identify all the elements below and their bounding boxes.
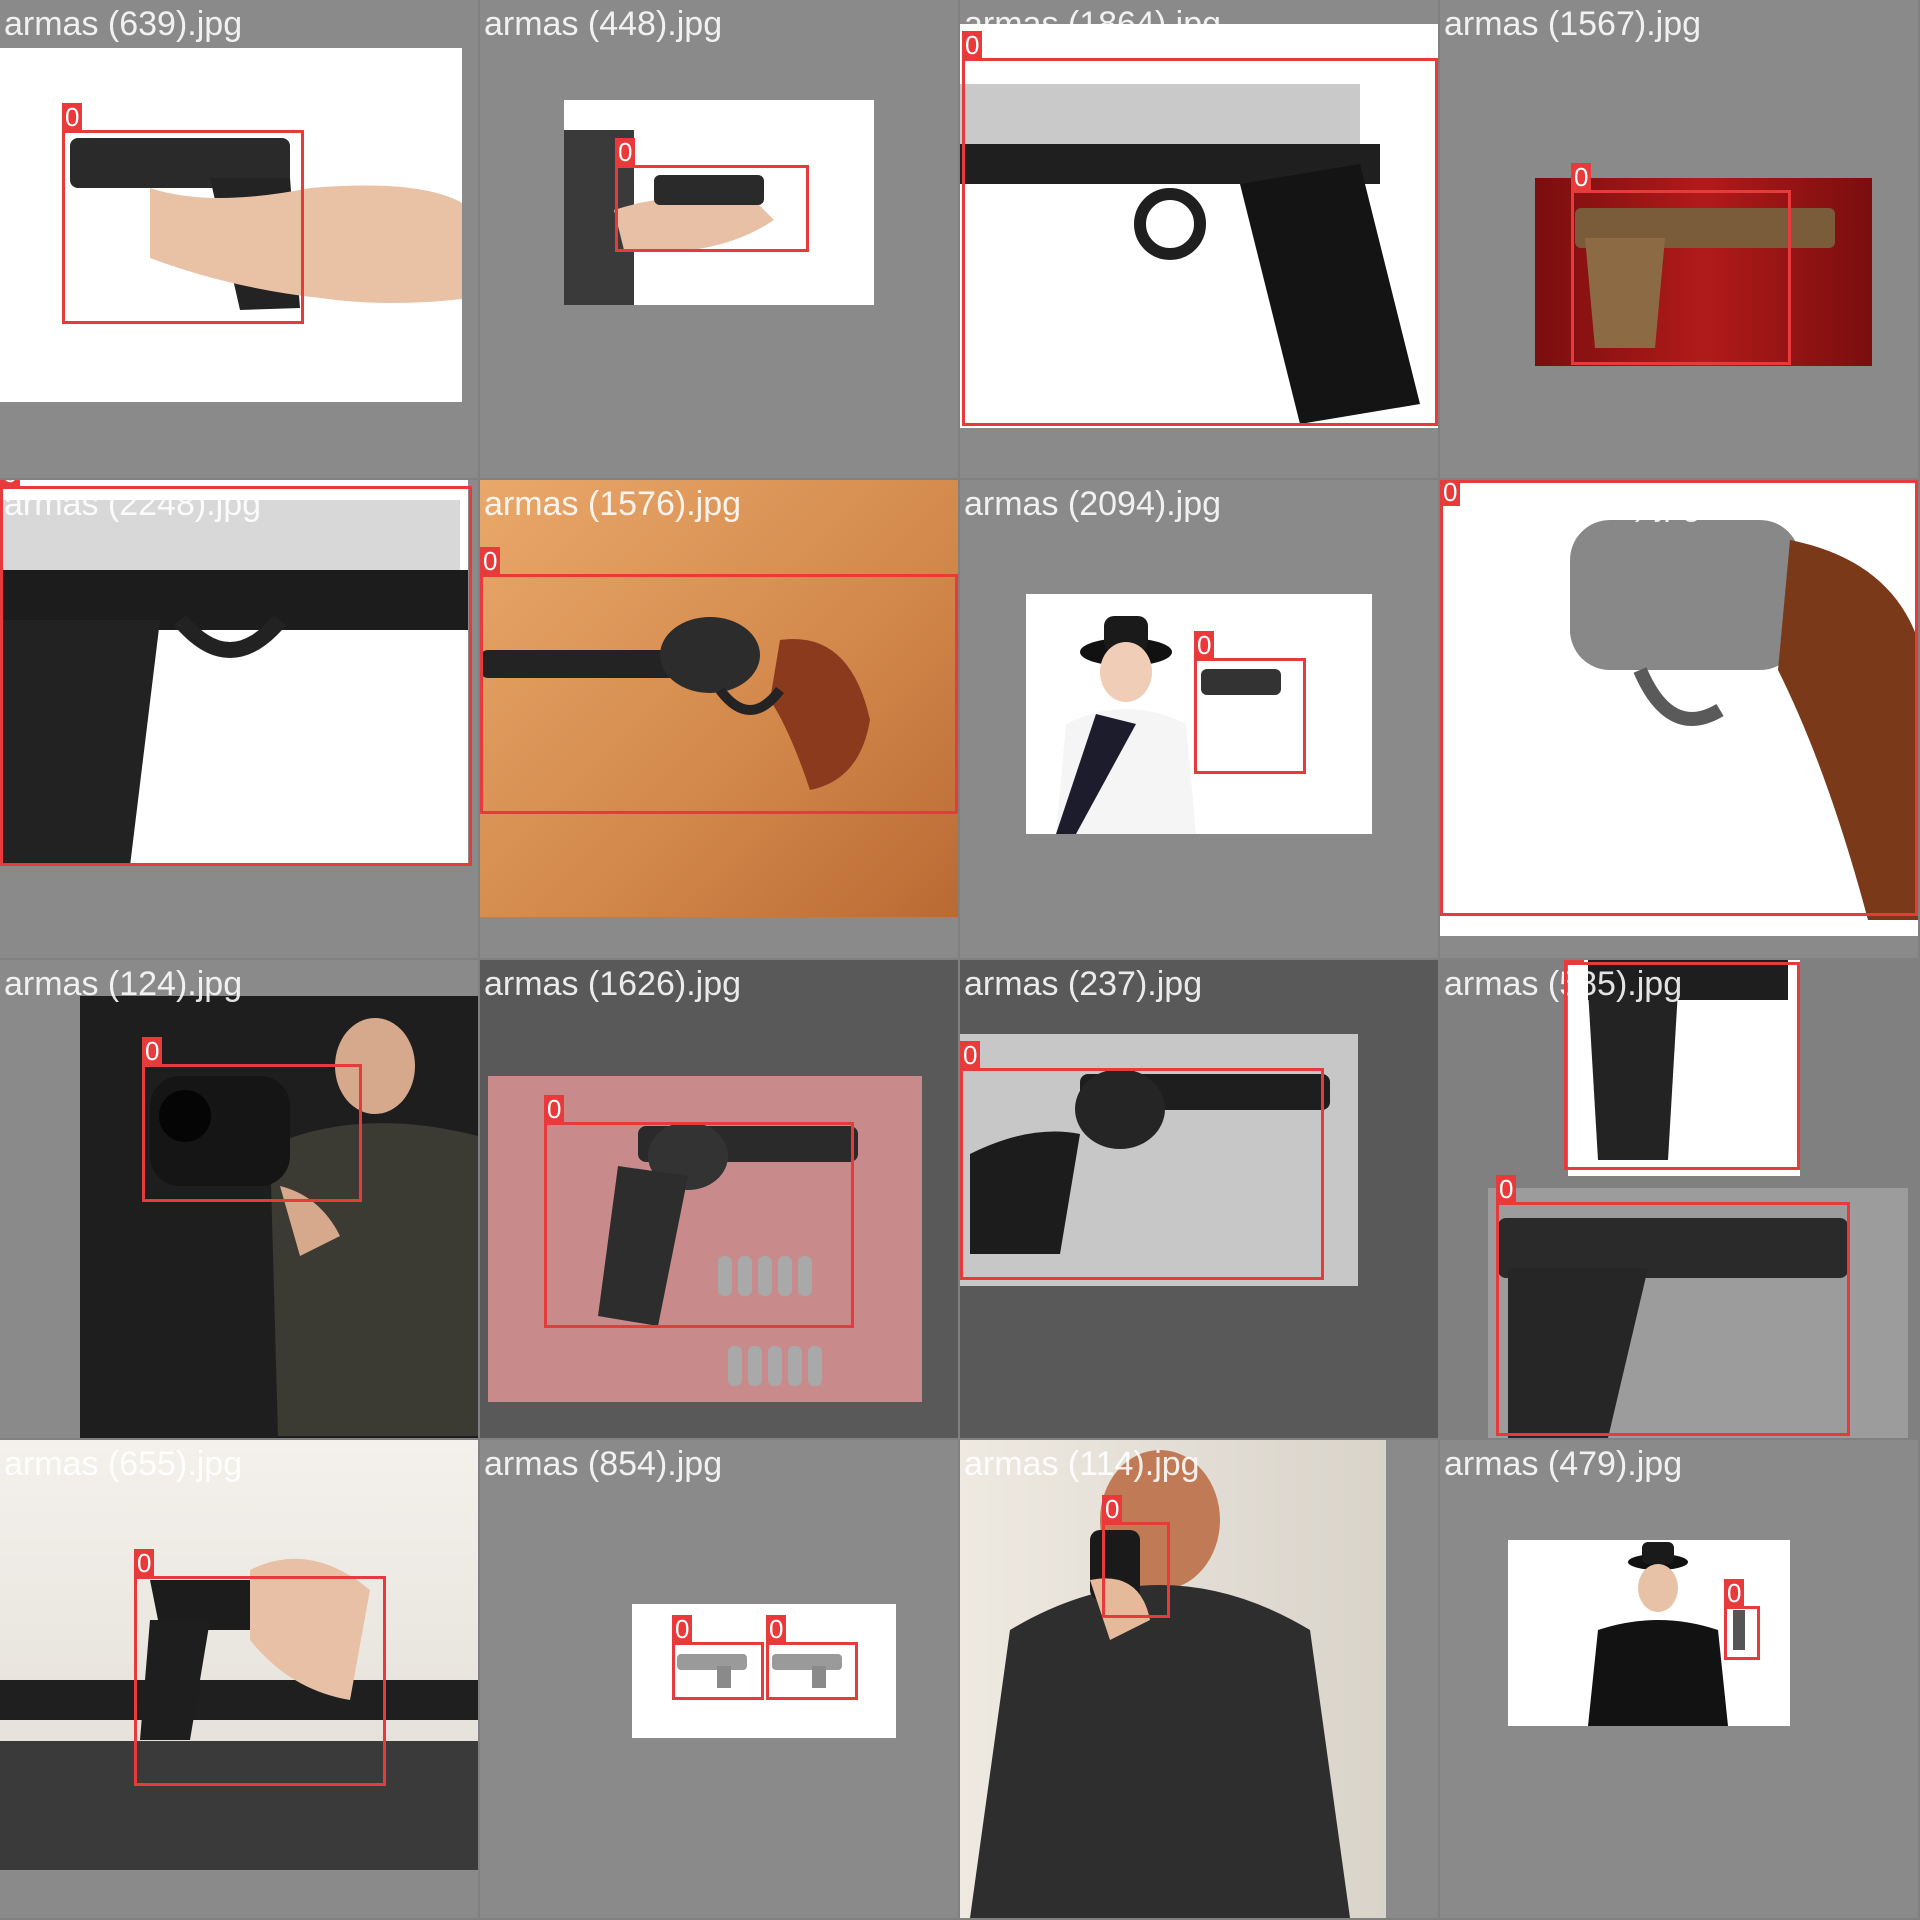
pistol-icon	[1498, 1218, 1848, 1438]
detection-box[interactable]: 0	[1194, 631, 1306, 774]
class-label: 0	[1194, 631, 1215, 659]
tile-photo	[1508, 1540, 1790, 1726]
image-tile[interactable]: armas (2094).jpg 0	[960, 480, 1438, 958]
class-label: 0	[0, 480, 21, 487]
tile-filename: armas (2094).jpg	[964, 485, 1222, 523]
image-tile[interactable]: armas (448).jpg 0	[480, 0, 958, 478]
tile-filename: armas (1567).jpg	[1444, 5, 1702, 43]
detection-box[interactable]: 0	[960, 1041, 1324, 1280]
person-aiming-pistol-icon	[970, 1450, 1350, 1918]
revolver-icon	[1570, 520, 1918, 920]
tile-photo	[1440, 480, 1918, 936]
detection-box[interactable]: 0	[1102, 1495, 1170, 1618]
class-label: 0	[544, 1095, 565, 1123]
person-with-pistol-icon	[150, 1018, 478, 1436]
person-with-pistol-icon	[1588, 1542, 1745, 1726]
tile-photo	[1535, 178, 1872, 366]
tile-filename: armas (2248).jpg	[4, 485, 262, 523]
class-label: 0	[1724, 1579, 1745, 1607]
image-tile[interactable]: armas (1567).jpg 0	[1440, 0, 1918, 478]
image-tile[interactable]: armas (1576).jpg 0	[480, 480, 958, 958]
detection-box[interactable]: 0	[544, 1095, 854, 1328]
pistol-icon	[70, 138, 462, 310]
tile-filename: armas (655).jpg	[4, 1445, 243, 1483]
image-tile[interactable]: armas (639).jpg 0	[0, 0, 478, 478]
class-label: 0	[1564, 960, 1585, 963]
image-tile[interactable]: armas (1626).jpg 0	[480, 960, 958, 1438]
tile-filename: armas (124).jpg	[4, 965, 243, 1003]
image-tile[interactable]: armas (479).jpg 0	[1440, 1440, 1918, 1918]
detection-box[interactable]: 0	[0, 480, 472, 866]
class-label: 0	[960, 1041, 981, 1069]
detection-box[interactable]: 0	[672, 1615, 764, 1700]
detection-box[interactable]: 0	[134, 1549, 386, 1786]
detection-box[interactable]: 0	[1571, 163, 1791, 365]
tile-photo	[80, 996, 478, 1438]
class-label: 0	[1440, 480, 1461, 506]
tile-filename: armas (1864).jpg	[964, 5, 1222, 43]
tile-filename: armas (1626).jpg	[484, 965, 742, 1003]
pistol-icon	[0, 500, 468, 866]
pistol-icon	[1588, 960, 1788, 1160]
tile-photo	[488, 1076, 922, 1402]
tile-filename: armas (639).jpg	[4, 5, 243, 43]
detection-box[interactable]: 0	[766, 1615, 858, 1700]
tile-filename: armas (237).jpg	[964, 965, 1203, 1003]
detection-box[interactable]: 0	[480, 547, 958, 814]
image-tile[interactable]: armas (655).jpg 0	[0, 1440, 478, 1918]
image-tile[interactable]: armas (2233).jpg 0	[1440, 480, 1918, 958]
tile-filename: armas (114).jpg	[964, 1445, 1200, 1483]
image-tile[interactable]: armas (585).jpg 0 0	[1440, 960, 1918, 1438]
detection-box[interactable]: 0	[615, 138, 809, 252]
tile-filename: armas (854).jpg	[484, 1445, 723, 1483]
detection-box[interactable]: 0	[1496, 1175, 1850, 1436]
tile-filename: armas (479).jpg	[1444, 1445, 1683, 1483]
pistol-pair-icon	[677, 1654, 842, 1688]
image-tile[interactable]: armas (237).jpg 0	[960, 960, 1438, 1438]
image-tile[interactable]: armas (124).jpg 0	[0, 960, 478, 1438]
class-label: 0	[672, 1615, 693, 1643]
class-label: 0	[615, 138, 636, 166]
detection-box[interactable]: 0	[962, 31, 1438, 426]
tile-photo	[960, 24, 1438, 428]
image-tile[interactable]: armas (2248).jpg 0	[0, 480, 478, 958]
image-tile[interactable]: armas (1864).jpg 0	[960, 0, 1438, 478]
tile-photo	[480, 480, 958, 917]
class-label: 0	[1496, 1175, 1517, 1203]
revolver-icon	[480, 617, 870, 790]
tile-filename: armas (585).jpg	[1444, 965, 1683, 1003]
class-label: 0	[134, 1549, 155, 1577]
pistol-icon	[0, 1558, 478, 1740]
class-label: 0	[766, 1615, 787, 1643]
detection-box[interactable]: 0	[1564, 960, 1800, 1170]
tile-photo	[0, 480, 468, 866]
tile-filename: armas (2233).jpg	[1444, 485, 1702, 523]
pistol-icon	[1575, 208, 1835, 348]
class-label: 0	[62, 103, 83, 131]
tile-filename: armas (1576).jpg	[484, 485, 742, 523]
class-label: 0	[1102, 1495, 1123, 1523]
class-label: 0	[480, 547, 501, 575]
detection-box[interactable]: 0	[142, 1037, 362, 1202]
tile-photo	[1488, 1188, 1908, 1438]
detection-box[interactable]: 0	[62, 103, 304, 324]
class-label: 0	[142, 1037, 163, 1065]
image-tile[interactable]: armas (114).jpg 0	[960, 1440, 1438, 1918]
image-tile[interactable]: armas (854).jpg 0 0	[480, 1440, 958, 1918]
detection-box[interactable]: 0	[1440, 480, 1918, 916]
tile-photo	[960, 1440, 1386, 1918]
person-with-revolver-icon	[1056, 616, 1281, 834]
class-label: 0	[962, 31, 983, 59]
pistol-icon	[960, 84, 1420, 424]
class-label: 0	[1571, 163, 1592, 191]
detection-box[interactable]: 0	[1724, 1579, 1760, 1660]
tile-photo	[960, 1034, 1358, 1286]
tile-photo	[1568, 960, 1800, 1176]
tile-photo	[0, 1440, 478, 1870]
tile-filename: armas (448).jpg	[484, 5, 723, 43]
revolver-icon	[598, 1122, 858, 1386]
revolver-icon	[970, 1069, 1330, 1254]
